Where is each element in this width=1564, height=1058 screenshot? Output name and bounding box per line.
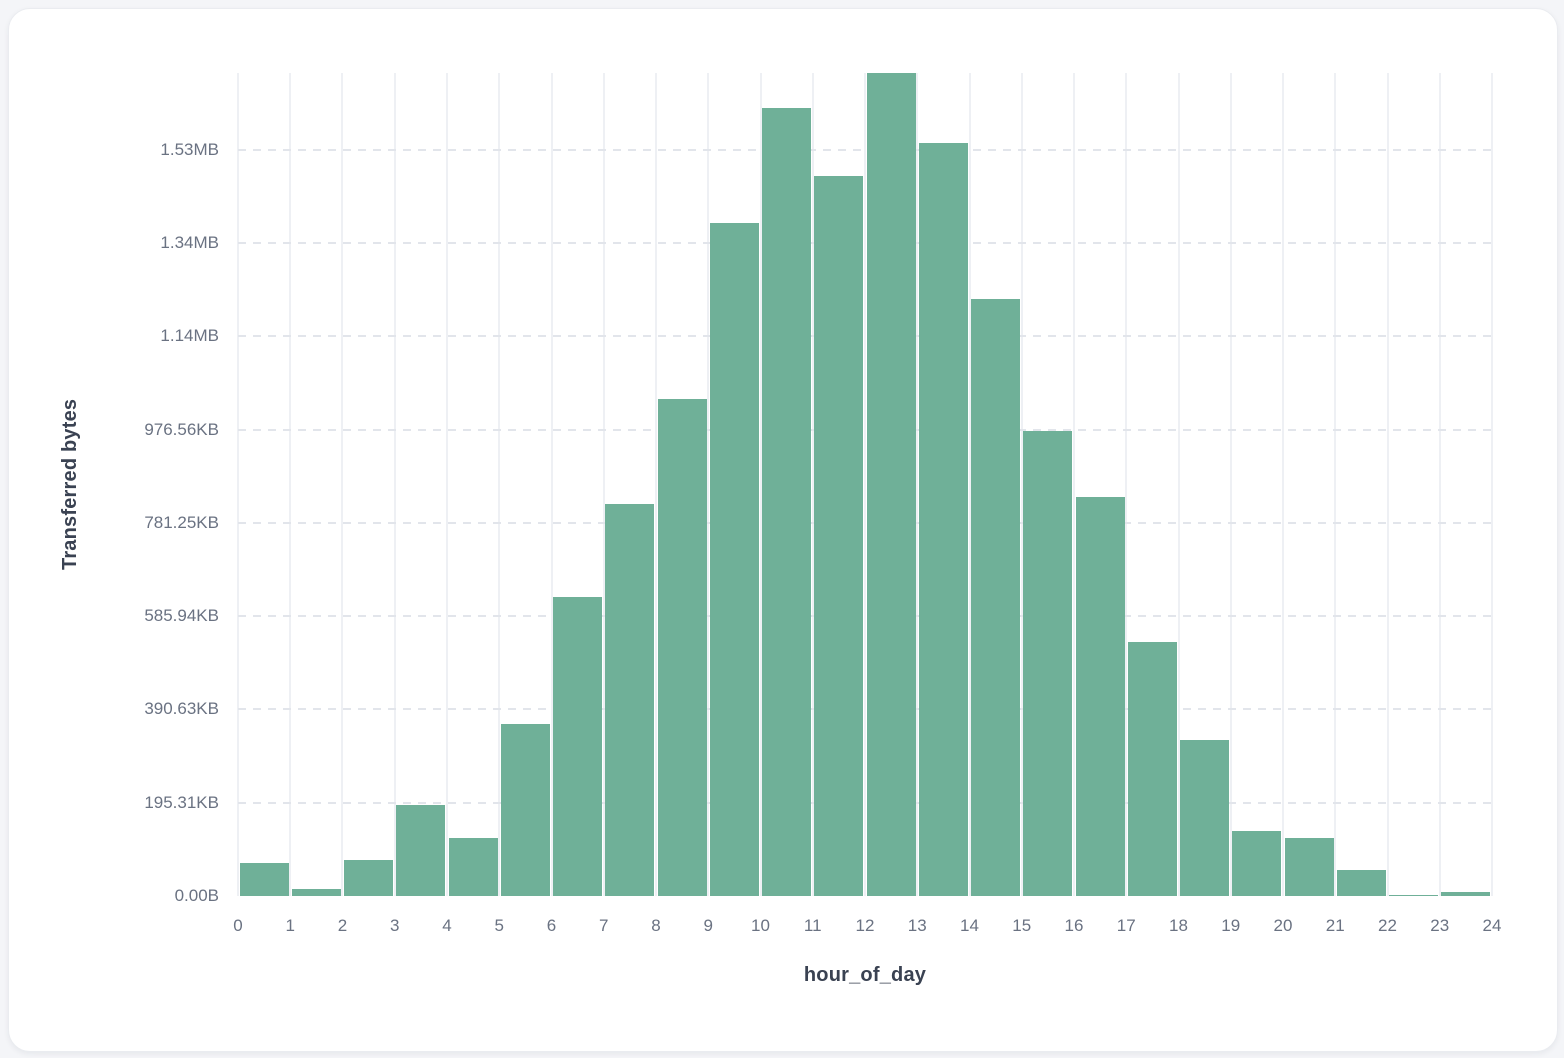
vertical-gridline [759, 73, 762, 896]
vertical-gridline [602, 73, 605, 896]
histogram-bar-hour-20[interactable] [1284, 838, 1334, 896]
vertical-gridline [341, 73, 344, 896]
y-axis-tick-labels: 0.00B 195.31KB 390.63KB 585.94KB 781.25KB 976… [9, 73, 219, 905]
y-axis-tick-label: 781.25KB [144, 512, 219, 532]
vertical-gridline [1386, 73, 1389, 896]
vertical-gridline [1072, 73, 1075, 896]
vertical-gridline [498, 73, 501, 896]
x-axis-tick-label: 23 [1430, 916, 1450, 935]
histogram-bar-hour-6[interactable] [553, 597, 603, 896]
vertical-gridline [289, 73, 292, 896]
vertical-gridline [1282, 73, 1284, 896]
vertical-gridline [1125, 73, 1128, 896]
x-axis-tick-label: 7 [599, 916, 609, 935]
x-axis-tick-label: 13 [907, 916, 927, 935]
horizontal-gridline [238, 335, 1492, 338]
horizontal-gridline [238, 148, 1492, 151]
vertical-gridline [1491, 73, 1493, 896]
x-axis-tick-label: 10 [751, 916, 770, 935]
histogram-bar-hour-3[interactable] [396, 805, 446, 896]
vertical-gridline [707, 73, 710, 896]
vertical-gridline [1334, 73, 1337, 896]
histogram-bar-hour-21[interactable] [1336, 870, 1386, 896]
histogram-bar-hour-23[interactable] [1441, 891, 1491, 896]
histogram-bar-hour-7[interactable] [605, 504, 655, 896]
x-axis-tick-label: 3 [390, 916, 400, 935]
histogram-bar-hour-1[interactable] [291, 888, 341, 896]
x-axis-tick-label: 16 [1064, 916, 1084, 935]
vertical-gridline [237, 73, 239, 896]
x-axis-tick-label: 18 [1169, 916, 1188, 935]
x-axis-tick-label: 17 [1116, 916, 1136, 935]
x-axis-tick-label: 11 [803, 916, 822, 935]
vertical-gridline [393, 73, 396, 896]
vertical-gridline [811, 73, 814, 896]
histogram-bar-hour-12[interactable] [866, 73, 916, 896]
histogram-bar-hour-2[interactable] [344, 859, 394, 896]
histogram-bar-hour-4[interactable] [448, 838, 498, 896]
horizontal-gridline [238, 708, 1492, 711]
x-axis-tick-label: 20 [1273, 916, 1293, 935]
histogram-bar-hour-8[interactable] [657, 398, 707, 896]
x-axis-title: hour_of_day [803, 964, 927, 986]
histogram-bar-hour-17[interactable] [1127, 642, 1177, 896]
vertical-gridline [864, 73, 866, 896]
vertical-gridline [654, 73, 657, 896]
histogram-bar-hour-14[interactable] [971, 299, 1021, 896]
vertical-gridline [1438, 73, 1441, 896]
chart-card: Transferred bytes 0.00B 195.31KB 390.63KB 5… [8, 8, 1558, 1052]
x-axis-tick-label: 14 [960, 916, 979, 935]
histogram-bar-hour-18[interactable] [1180, 740, 1230, 896]
x-axis-tick-label: 22 [1378, 916, 1397, 935]
histogram-bar-hour-22[interactable] [1389, 894, 1439, 896]
x-axis-tick-label: 21 [1325, 916, 1345, 935]
vertical-gridline [550, 73, 553, 896]
histogram-bar-hour-15[interactable] [1023, 431, 1073, 896]
y-axis-tick-label: 1.53MB [160, 139, 219, 159]
histogram-bar-hour-5[interactable] [500, 724, 550, 896]
histogram-bar-hour-9[interactable] [709, 223, 759, 896]
y-axis-tick-label: 1.34MB [160, 232, 219, 252]
vertical-gridline [916, 73, 919, 896]
y-axis-tick-label: 390.63KB [144, 699, 219, 719]
x-axis-tick-label: 1 [285, 916, 295, 935]
vertical-gridline [445, 73, 448, 896]
x-axis-tick-label: 8 [651, 916, 661, 935]
y-axis-tick-label: 0.00B [174, 886, 219, 905]
x-axis-tick-label: 9 [703, 916, 713, 935]
horizontal-gridline [238, 241, 1492, 244]
x-axis-tick-label: 24 [1482, 916, 1502, 935]
x-axis-tick-label: 15 [1012, 916, 1032, 935]
vertical-gridline [1177, 73, 1180, 896]
x-axis-tick-label: 19 [1221, 916, 1241, 935]
x-axis-tick-label: 6 [546, 916, 557, 935]
histogram-bar-hour-11[interactable] [814, 176, 864, 896]
vertical-gridline [1020, 73, 1023, 896]
histogram-bar-hour-10[interactable] [762, 107, 812, 896]
x-axis-tick-label: 0 [233, 916, 243, 935]
x-axis-tick-labels: 0 1 2 3 4 5 6 7 8 9 10 11 12 13 14 15 16 17 18 19 20 21 22 23 24 [233, 914, 1501, 938]
y-axis-tick-label: 195.31KB [144, 792, 219, 812]
histogram-bar-hour-16[interactable] [1075, 497, 1125, 896]
x-axis-tick-label: 2 [337, 916, 348, 935]
vertical-gridline [968, 73, 971, 896]
plot-area [237, 73, 1493, 896]
horizontal-gridline [238, 801, 1492, 804]
histogram-bar-hour-0[interactable] [239, 863, 289, 896]
histogram-bar-hour-13[interactable] [918, 143, 968, 896]
y-axis-tick-label: 585.94KB [144, 606, 219, 626]
histogram-bar-hour-19[interactable] [1232, 831, 1282, 896]
horizontal-gridline [238, 615, 1492, 618]
horizontal-gridline [238, 521, 1492, 524]
y-axis-tick-label: 976.56KB [144, 419, 219, 439]
y-axis-tick-label: 1.14MB [160, 326, 219, 346]
x-axis-tick-label: 5 [494, 916, 504, 935]
x-axis-tick-label: 4 [442, 916, 452, 935]
horizontal-gridline [238, 428, 1492, 431]
x-axis-tick-label: 12 [855, 916, 875, 935]
vertical-gridline [1229, 73, 1232, 896]
